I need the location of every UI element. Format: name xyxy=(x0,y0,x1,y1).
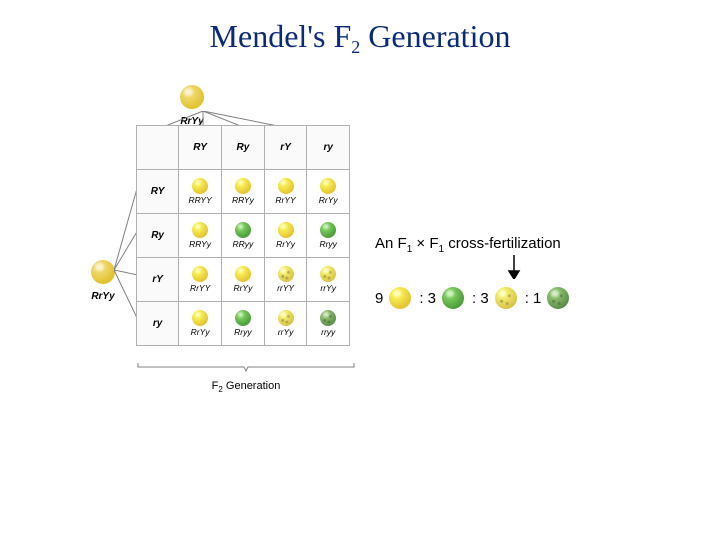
punnett-cell: rrYy xyxy=(264,302,307,346)
pea-icon xyxy=(235,266,251,282)
row-gamete: rY xyxy=(137,258,179,302)
genotype-label: RrYy xyxy=(233,283,252,293)
pea-icon xyxy=(278,178,294,194)
pea-icon xyxy=(192,178,208,194)
punnett-cell: Rryy xyxy=(307,214,350,258)
pea-icon xyxy=(235,222,251,238)
pea-icon xyxy=(495,287,517,309)
pea-icon xyxy=(278,266,294,282)
f2-brace: F2 Generation xyxy=(136,360,356,394)
pea-icon xyxy=(192,266,208,282)
parent-left-genotype: RrYy xyxy=(78,291,128,302)
pea-icon xyxy=(389,287,411,309)
punnett-cell: RrYy xyxy=(222,258,265,302)
ratio-number: : 3 xyxy=(419,290,436,307)
pea-icon xyxy=(235,178,251,194)
title-sub: 2 xyxy=(351,37,360,57)
row-gamete: ry xyxy=(137,302,179,346)
genotype-label: RrYy xyxy=(319,195,338,205)
pea-icon xyxy=(192,222,208,238)
cross-info: An F1 × F1 cross-fertilization 9: 3: 3: … xyxy=(375,235,695,255)
pea-icon xyxy=(320,178,336,194)
genotype-label: RRyy xyxy=(233,239,254,249)
row-gamete: RY xyxy=(137,170,179,214)
genotype-label: RrYy xyxy=(191,327,210,337)
cross-text: An F1 × F1 cross-fertilization xyxy=(375,235,695,255)
genotype-label: RrYY xyxy=(190,283,210,293)
pea-icon xyxy=(192,310,208,326)
genotype-label: Rryy xyxy=(319,239,336,249)
pea-icon xyxy=(235,310,251,326)
pea-icon xyxy=(278,222,294,238)
punnett-cell: RrYY xyxy=(179,258,222,302)
genotype-label: RrYY xyxy=(275,195,295,205)
row-gamete: Ry xyxy=(137,214,179,258)
ratio-number: 9 xyxy=(375,290,383,307)
col-gamete: rY xyxy=(264,126,307,170)
pea-icon xyxy=(442,287,464,309)
punnett-cell: rrYY xyxy=(264,258,307,302)
pea-icon xyxy=(320,310,336,326)
punnett-cell: RrYy xyxy=(179,302,222,346)
page-title: Mendel's F2 Generation xyxy=(0,18,720,55)
down-arrow-icon xyxy=(507,255,521,279)
genotype-label: rrYy xyxy=(278,327,294,337)
tree-lines-left xyxy=(114,160,138,350)
pea-icon xyxy=(547,287,569,309)
punnett-cell: RRYy xyxy=(179,214,222,258)
genotype-label: RrYy xyxy=(276,239,295,249)
ratio-number: : 1 xyxy=(525,290,542,307)
punnett-cell: Rryy xyxy=(222,302,265,346)
parent-left: RrYy xyxy=(78,260,128,302)
punnett-cell: RRYY xyxy=(179,170,222,214)
pea-icon xyxy=(320,222,336,238)
genotype-label: Rryy xyxy=(234,327,251,337)
genotype-label: RRYY xyxy=(188,195,211,205)
parent-left-pea xyxy=(91,260,115,284)
punnett-cell: RRyy xyxy=(222,214,265,258)
punnett-cell: RRYy xyxy=(222,170,265,214)
title-pre: Mendel's F xyxy=(210,18,352,54)
punnett-cell: rrYy xyxy=(307,258,350,302)
genotype-label: rrYY xyxy=(277,283,294,293)
punnett-cell: RrYy xyxy=(264,214,307,258)
genotype-label: rryy xyxy=(321,327,335,337)
col-gamete: ry xyxy=(307,126,350,170)
f2-generation-label: F2 Generation xyxy=(136,380,356,394)
punnett-cell: RrYy xyxy=(307,170,350,214)
phenotype-ratio: 9 : 3 : 3 : 1 xyxy=(375,287,569,309)
genotype-label: RRYy xyxy=(232,195,254,205)
genotype-label: RRYy xyxy=(189,239,211,249)
ratio-number: : 3 xyxy=(472,290,489,307)
parent-top-pea xyxy=(180,85,204,109)
title-post: Generation xyxy=(360,18,510,54)
pea-icon xyxy=(320,266,336,282)
punnett-grid: RYRyrYryRYRRYYRRYyRrYYRrYyRyRRYyRRyyRrYy… xyxy=(136,125,350,346)
punnett-cell: rryy xyxy=(307,302,350,346)
punnett-cell: RrYY xyxy=(264,170,307,214)
pea-icon xyxy=(278,310,294,326)
genotype-label: rrYy xyxy=(320,283,336,293)
parent-top: RrYy xyxy=(180,85,204,127)
col-gamete: Ry xyxy=(222,126,265,170)
col-gamete: RY xyxy=(179,126,222,170)
